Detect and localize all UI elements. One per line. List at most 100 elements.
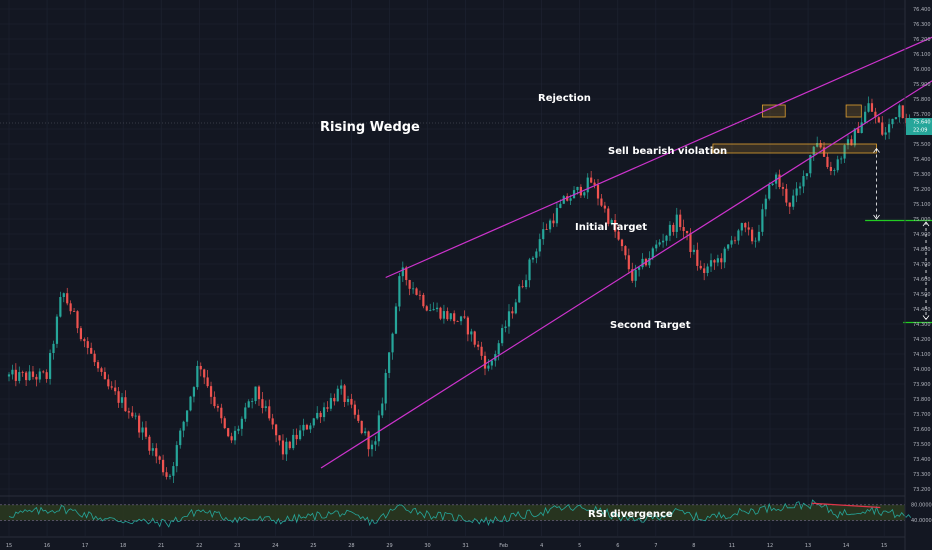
candle-body bbox=[709, 260, 713, 267]
candle-body bbox=[682, 227, 685, 231]
candle-body bbox=[117, 391, 120, 403]
candle-body bbox=[870, 103, 874, 112]
candle-body bbox=[353, 404, 356, 415]
y-tick-label: 74.900 bbox=[913, 232, 931, 238]
x-tick-label: 11 bbox=[729, 543, 735, 549]
candle-body bbox=[583, 192, 586, 196]
candle-body bbox=[473, 331, 476, 345]
candle-body bbox=[627, 255, 630, 270]
candle-body bbox=[31, 371, 35, 377]
candle-body bbox=[651, 248, 654, 258]
candle-body bbox=[617, 231, 620, 240]
candle-body bbox=[853, 128, 856, 146]
y-tick-label: 74.300 bbox=[913, 322, 931, 328]
candle-body bbox=[237, 428, 240, 431]
candle-body bbox=[887, 124, 891, 133]
candle-body bbox=[545, 229, 548, 230]
candle-body bbox=[192, 387, 196, 397]
y-tick-label: 76.400 bbox=[913, 7, 931, 13]
candle-body bbox=[638, 267, 641, 270]
candle-body bbox=[641, 258, 644, 268]
candle-body bbox=[377, 415, 380, 442]
candle-body bbox=[836, 159, 839, 171]
candle-body bbox=[785, 188, 788, 203]
candle-body bbox=[381, 403, 384, 416]
candle-body bbox=[322, 407, 326, 418]
candle-body bbox=[360, 420, 363, 434]
candle-body bbox=[634, 269, 637, 281]
x-tick-label: 13 bbox=[805, 543, 811, 549]
candle-body bbox=[778, 174, 781, 188]
candle-body bbox=[744, 223, 747, 228]
label-rsi-divergence: RSI divergence bbox=[588, 509, 673, 520]
candle-body bbox=[850, 139, 853, 146]
candle-body bbox=[401, 267, 404, 277]
candle-body bbox=[28, 371, 31, 381]
candle-body bbox=[788, 202, 791, 207]
candle-body bbox=[309, 425, 312, 430]
candle-body bbox=[254, 386, 257, 402]
y-tick-label: 75.500 bbox=[913, 142, 931, 148]
candle-body bbox=[685, 230, 689, 234]
candle-body bbox=[114, 387, 117, 392]
candle-body bbox=[514, 302, 517, 314]
y-tick-label: 74.600 bbox=[913, 277, 931, 283]
candle-body bbox=[288, 441, 291, 449]
candle-body bbox=[603, 205, 606, 209]
candle-body bbox=[124, 397, 127, 412]
candle-body bbox=[798, 186, 802, 189]
x-tick-label: 21 bbox=[158, 543, 164, 549]
x-tick-label: 22 bbox=[196, 543, 202, 549]
y-tick-label: 75.200 bbox=[913, 187, 931, 193]
candle-body bbox=[172, 466, 175, 476]
candle-body bbox=[38, 371, 41, 380]
candle-body bbox=[805, 173, 809, 177]
candle-body bbox=[661, 240, 665, 243]
candle-body bbox=[518, 286, 521, 303]
label-sell-bearish-violation: Sell bearish violation bbox=[608, 146, 727, 157]
candle-body bbox=[107, 379, 110, 387]
candle-body bbox=[370, 444, 374, 450]
candle-body bbox=[559, 203, 562, 208]
candle-body bbox=[881, 122, 884, 135]
candle-body bbox=[165, 472, 168, 477]
candle-body bbox=[185, 410, 189, 422]
candle-body bbox=[781, 187, 785, 189]
y-tick-label: 73.600 bbox=[913, 427, 931, 433]
candle-body bbox=[699, 265, 702, 269]
candle-body bbox=[62, 293, 65, 298]
arrow-head-up bbox=[873, 147, 880, 153]
candle-body bbox=[843, 145, 846, 159]
label-initial-target: Initial Target bbox=[575, 222, 647, 233]
x-tick-label: 29 bbox=[386, 543, 392, 549]
x-tick-label: 8 bbox=[692, 543, 695, 549]
candle-body bbox=[175, 445, 178, 467]
candle-body bbox=[220, 407, 223, 419]
candle-body bbox=[48, 353, 52, 379]
candle-body bbox=[463, 316, 466, 318]
candle-body bbox=[535, 251, 538, 258]
y-tick-label: 76.000 bbox=[913, 67, 931, 73]
candle-body bbox=[658, 242, 661, 245]
candle-body bbox=[305, 424, 309, 430]
candle-body bbox=[497, 343, 500, 355]
x-tick-label: 15 bbox=[881, 543, 887, 549]
candle-body bbox=[391, 333, 394, 353]
candle-body bbox=[802, 176, 805, 187]
candle-body bbox=[857, 128, 860, 134]
candle-body bbox=[374, 441, 377, 445]
candle-body bbox=[864, 111, 867, 123]
candle-body bbox=[768, 185, 771, 199]
candle-body bbox=[422, 294, 425, 307]
x-tick-label: 28 bbox=[348, 543, 354, 549]
x-tick-label: 30 bbox=[424, 543, 430, 549]
candle-body bbox=[14, 369, 17, 381]
x-tick-label: 6 bbox=[616, 543, 619, 549]
candle-body bbox=[723, 248, 726, 263]
x-tick-label: 7 bbox=[654, 543, 657, 549]
candle-body bbox=[696, 249, 699, 266]
y-tick-label: 75.300 bbox=[913, 172, 931, 178]
candle-body bbox=[521, 286, 524, 288]
candle-body bbox=[477, 344, 480, 347]
x-tick-label: 25 bbox=[310, 543, 316, 549]
